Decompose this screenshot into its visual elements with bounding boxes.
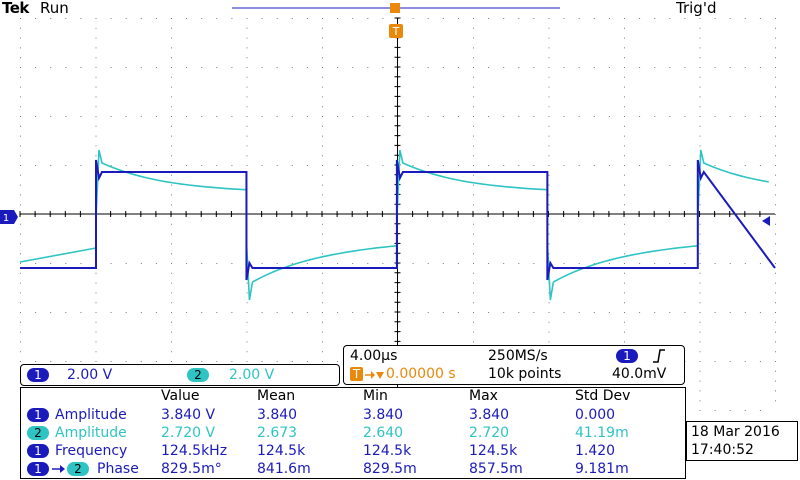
target-badge: 2 bbox=[67, 462, 89, 476]
measurement-row[interactable]: 2 Amplitude 2.720 V 2.673 2.640 2.720 41… bbox=[21, 424, 685, 442]
ch1-waveform bbox=[20, 159, 776, 281]
ch2-scale: 2.00 V bbox=[229, 367, 275, 383]
measurement-mean: 3.840 bbox=[257, 407, 298, 423]
date: 18 Mar 2016 bbox=[691, 424, 780, 440]
datetime-panel: 18 Mar 2016 17:40:52 bbox=[686, 421, 798, 461]
axis-ticks bbox=[19, 17, 761, 401]
trigger-position: 0.00000 s bbox=[386, 366, 456, 382]
ch1-scale: 2.00 V bbox=[67, 367, 113, 383]
horizontal-scale: 4.00µs bbox=[350, 348, 398, 364]
arrow-right-icon bbox=[52, 465, 65, 473]
ch1-ground-label: 1 bbox=[3, 213, 9, 224]
trigger-source-badge: 1 bbox=[616, 349, 638, 363]
source-badge: 2 bbox=[27, 426, 49, 440]
measurement-max: 857.5m bbox=[469, 461, 523, 477]
col-header-mean: Mean bbox=[257, 388, 296, 404]
timebase-panel[interactable]: 4.00µs 250MS/s 1 T 0.00000 s 10k points … bbox=[343, 345, 685, 385]
measurement-min: 2.640 bbox=[363, 425, 404, 441]
channel-scale-panel[interactable]: 1 2.00 V 2 2.00 V bbox=[20, 364, 340, 386]
measurement-row[interactable]: 1 2 Phase 829.5m° 841.6m 829.5m 857.5m 9… bbox=[21, 460, 685, 478]
measurement-mean: 124.5k bbox=[257, 443, 306, 459]
measurement-stddev: 41.19m bbox=[575, 425, 629, 441]
brand-logo: Tek bbox=[2, 0, 29, 17]
measurement-value: 3.840 V bbox=[161, 407, 216, 423]
time: 17:40:52 bbox=[691, 442, 754, 458]
measurement-mean: 841.6m bbox=[257, 461, 311, 477]
col-header-stddev: Std Dev bbox=[575, 388, 631, 404]
measurement-max: 124.5k bbox=[469, 443, 518, 459]
measurement-min: 124.5k bbox=[363, 443, 412, 459]
trigger-level-marker bbox=[762, 216, 770, 226]
measurement-row[interactable]: 1 Amplitude 3.840 V 3.840 3.840 3.840 0.… bbox=[21, 406, 685, 424]
trigger-level: 40.0mV bbox=[612, 366, 667, 382]
col-header-max: Max bbox=[469, 388, 498, 404]
source-badge: 1 bbox=[27, 462, 49, 476]
ch1-ground-marker bbox=[0, 210, 18, 224]
arrow-right-down-icon bbox=[365, 371, 384, 379]
source-badge: 1 bbox=[27, 408, 49, 422]
measurement-name: Frequency bbox=[55, 443, 128, 459]
record-length: 10k points bbox=[488, 366, 562, 382]
trigger-position-icon: T bbox=[350, 367, 363, 381]
measurement-name: Phase bbox=[97, 461, 139, 477]
trigger-marker-icon: T bbox=[392, 25, 400, 38]
ch2-waveform bbox=[19, 149, 769, 301]
measurement-stddev: 1.420 bbox=[575, 443, 616, 459]
measurement-name: Amplitude bbox=[55, 425, 127, 441]
measurement-value: 2.720 V bbox=[161, 425, 216, 441]
source-badge: 1 bbox=[27, 444, 49, 458]
measurement-mean: 2.673 bbox=[257, 425, 298, 441]
measurement-row[interactable]: 1 Frequency 124.5kHz 124.5k 124.5k 124.5… bbox=[21, 442, 685, 460]
record-position-marker bbox=[390, 3, 400, 13]
col-header-min: Min bbox=[363, 388, 388, 404]
measurements-panel[interactable]: Value Mean Min Max Std Dev 1 Amplitude 3… bbox=[20, 387, 686, 479]
acquisition-state: Run bbox=[40, 0, 69, 17]
measurement-value: 829.5m° bbox=[161, 461, 222, 477]
measurement-max: 2.720 bbox=[469, 425, 510, 441]
measurement-stddev: 0.000 bbox=[575, 407, 616, 423]
measurement-max: 3.840 bbox=[469, 407, 510, 423]
trigger-status: Trig'd bbox=[676, 0, 717, 17]
measurement-value: 124.5kHz bbox=[161, 443, 228, 459]
measurement-min: 3.840 bbox=[363, 407, 404, 423]
col-header-value: Value bbox=[161, 388, 200, 404]
screen-markers: T1 bbox=[0, 3, 770, 226]
measurement-name: Amplitude bbox=[55, 407, 127, 423]
waveforms bbox=[19, 149, 776, 301]
measurement-min: 829.5m bbox=[363, 461, 417, 477]
measurement-stddev: 9.181m bbox=[575, 461, 629, 477]
ch1-badge: 1 bbox=[27, 368, 49, 382]
ch2-badge: 2 bbox=[187, 368, 209, 382]
rising-edge-icon bbox=[653, 349, 665, 363]
trigger-marker-box bbox=[389, 24, 403, 38]
sample-rate: 250MS/s bbox=[488, 348, 548, 364]
